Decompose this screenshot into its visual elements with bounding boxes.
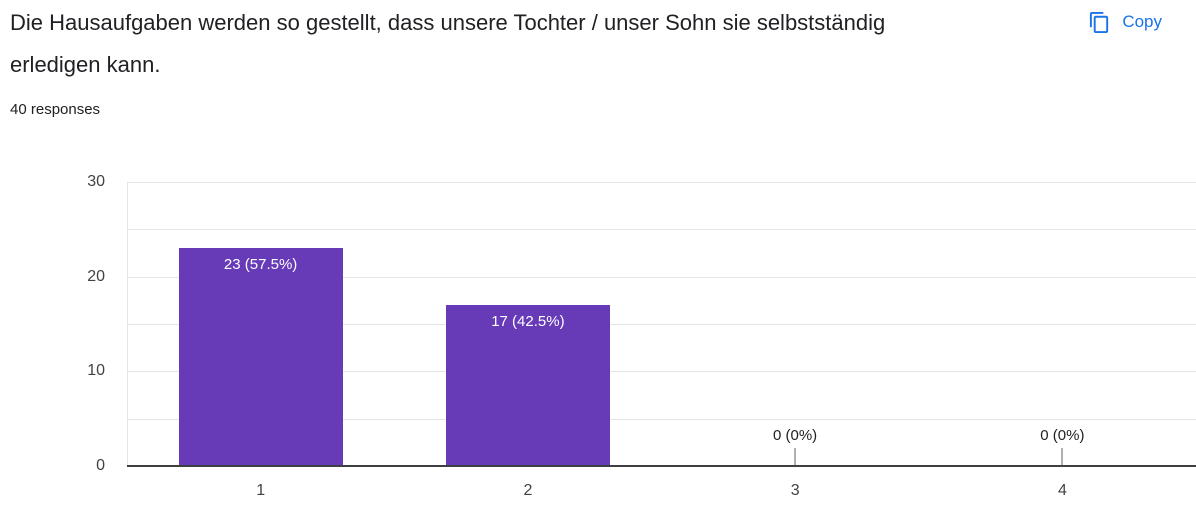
gridline [127,229,1196,231]
gridline [127,324,1196,325]
bar [445,305,610,466]
gridline [127,276,1196,278]
bar-value-label: 23 (57.5%) [223,256,298,274]
x-axis-tick-label: 2 [523,482,533,499]
x-axis-tick-label: 4 [1057,482,1067,499]
copy-icon [1088,11,1111,34]
gridline [127,371,1196,373]
plot-left-border [127,182,128,466]
copy-button[interactable]: Copy [1088,10,1162,34]
question-title: Die Hausaufgaben werden so gestellt, das… [10,10,886,77]
gridline [127,182,1196,183]
x-axis-tick-label: 3 [790,482,800,499]
copy-button-label: Copy [1122,12,1162,31]
y-axis-tick-label: 30 [87,173,105,190]
y-axis-tick-label: 20 [87,267,105,285]
zero-callout-line [794,448,797,466]
bar [178,248,343,466]
response-count: 40 responses [10,101,101,118]
gridline [127,418,1196,420]
bar-value-label: 17 (42.5%) [491,313,565,331]
y-axis-tick-label: 10 [87,362,105,380]
bar-value-label: 0 (0%) [773,427,818,444]
zero-callout-line [1061,448,1064,466]
bar-value-label: 0 (0%) [1040,427,1085,444]
x-axis-line [127,465,1196,467]
y-axis-tick-label: 0 [96,457,105,474]
x-axis-tick-label: 1 [256,482,266,499]
